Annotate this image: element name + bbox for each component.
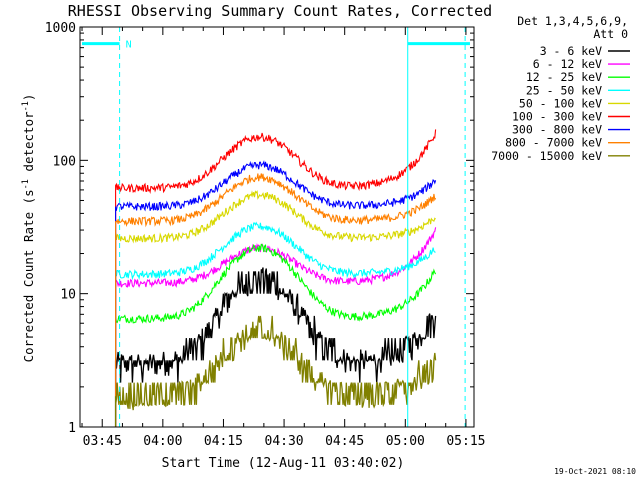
legend-header-line1: Det 1,3,4,5,6,9, (517, 14, 628, 28)
plot-frame (79, 26, 475, 428)
y-axis-label: Corrected Count Rate (s-1 detector-1) (21, 94, 36, 363)
legend-label-1: 3 - 6 keV (540, 44, 602, 58)
legend-label-7: 300 - 800 keV (512, 123, 602, 137)
series-line-1 (114, 267, 437, 427)
legend-label-3: 12 - 25 keV (526, 70, 602, 84)
y-tick-label-2: 10 (60, 288, 76, 303)
x-tick-label-2: 04:00 (143, 434, 182, 449)
legend-label-2: 6 - 12 keV (533, 57, 602, 71)
footer-timestamp: 19-Oct-2021 08:10 (554, 467, 636, 476)
x-tick-label-4: 04:30 (265, 434, 304, 449)
series-line-4 (115, 221, 436, 427)
y-axis-label-sup2: -1 (21, 101, 31, 111)
night-label: N (126, 40, 132, 51)
y-axis-label-main: Corrected Count Rate (s (21, 189, 36, 362)
x-tick-label-1: 03:45 (83, 434, 122, 449)
y-axis-label-sup1: -1 (21, 179, 31, 189)
y-axis-label-end: ) (21, 94, 36, 102)
series-line-7 (115, 160, 437, 427)
annotation-layer: N (82, 27, 470, 427)
series-line-3 (115, 243, 437, 427)
legend-label-6: 100 - 300 keV (512, 110, 602, 124)
chart-title: RHESSI Observing Summary Count Rates, Co… (68, 2, 492, 20)
y-axis-label-mid: detector (21, 111, 36, 179)
legend-label-9: 7000 - 15000 keV (491, 149, 602, 163)
series-line-6 (115, 129, 437, 427)
series-line-8 (115, 173, 437, 427)
x-tick-label-3: 04:15 (204, 434, 243, 449)
x-tick-label-6: 05:00 (386, 434, 425, 449)
x-axis-label: Start Time (12-Aug-11 03:40:02) (162, 456, 405, 471)
x-tick-label-7: 05:15 (446, 434, 485, 449)
legend-label-5: 50 - 100 keV (519, 96, 602, 110)
series-layer (114, 129, 437, 427)
y-tick-label-4: 1000 (45, 21, 76, 36)
y-tick-label-1: 1 (68, 421, 76, 436)
legend-label-4: 25 - 50 keV (526, 83, 602, 97)
x-tick-label-5: 04:45 (325, 434, 364, 449)
series-line-5 (115, 190, 436, 427)
legend-header-line2: Att 0 (593, 27, 628, 41)
series-line-9 (114, 315, 437, 427)
y-tick-label-3: 100 (53, 154, 76, 169)
axis-layer: 03:45 04:00 04:15 04:30 04:45 05:00 05:15 1 10 10… (45, 21, 486, 449)
legend-label-8: 800 - 7000 keV (505, 136, 602, 150)
